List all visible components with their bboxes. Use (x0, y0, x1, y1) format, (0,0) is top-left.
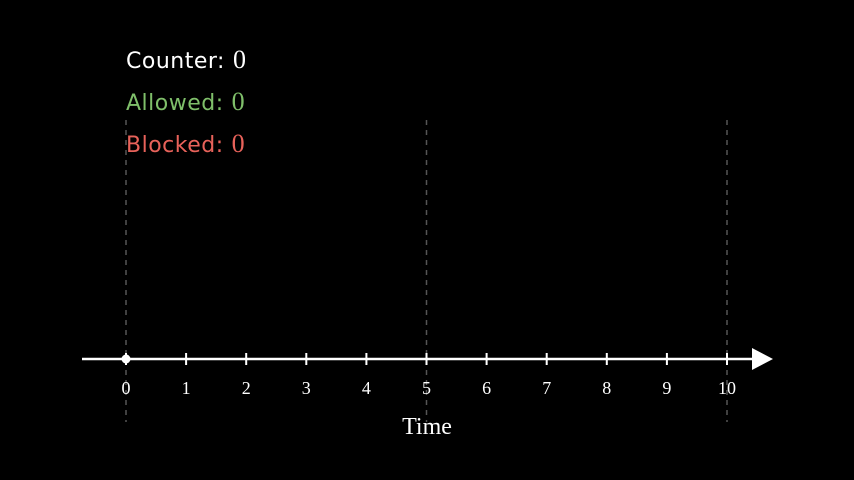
tick-label: 2 (242, 378, 251, 398)
tick-label: 4 (362, 378, 371, 398)
tick-label: 5 (422, 378, 431, 398)
tick-label: 6 (482, 378, 491, 398)
blocked-label: Blocked: (126, 133, 224, 158)
tick-label: 10 (718, 378, 736, 398)
current-time-marker (121, 354, 131, 364)
counter-value: 0 (232, 45, 246, 74)
allowed-stat: Allowed: 0 (126, 87, 245, 117)
tick-label: 1 (182, 378, 191, 398)
tick-label: 7 (542, 378, 551, 398)
counter-label: Counter: (126, 49, 225, 74)
tick-label: 3 (302, 378, 311, 398)
tick-label: 8 (602, 378, 611, 398)
tick-label: 0 (122, 378, 131, 398)
blocked-stat: Blocked: 0 (126, 129, 245, 159)
allowed-label: Allowed: (126, 91, 224, 116)
allowed-value: 0 (231, 87, 245, 116)
tick-label: 9 (662, 378, 671, 398)
window-boundary-lines (125, 120, 728, 422)
axis-title: Time (402, 414, 452, 440)
axis-tick-labels: 0 1 2 3 4 5 6 7 8 9 10 (122, 378, 737, 398)
blocked-value: 0 (231, 129, 245, 158)
axis-arrowhead (752, 348, 773, 370)
counter-stat: Counter: 0 (126, 45, 246, 75)
